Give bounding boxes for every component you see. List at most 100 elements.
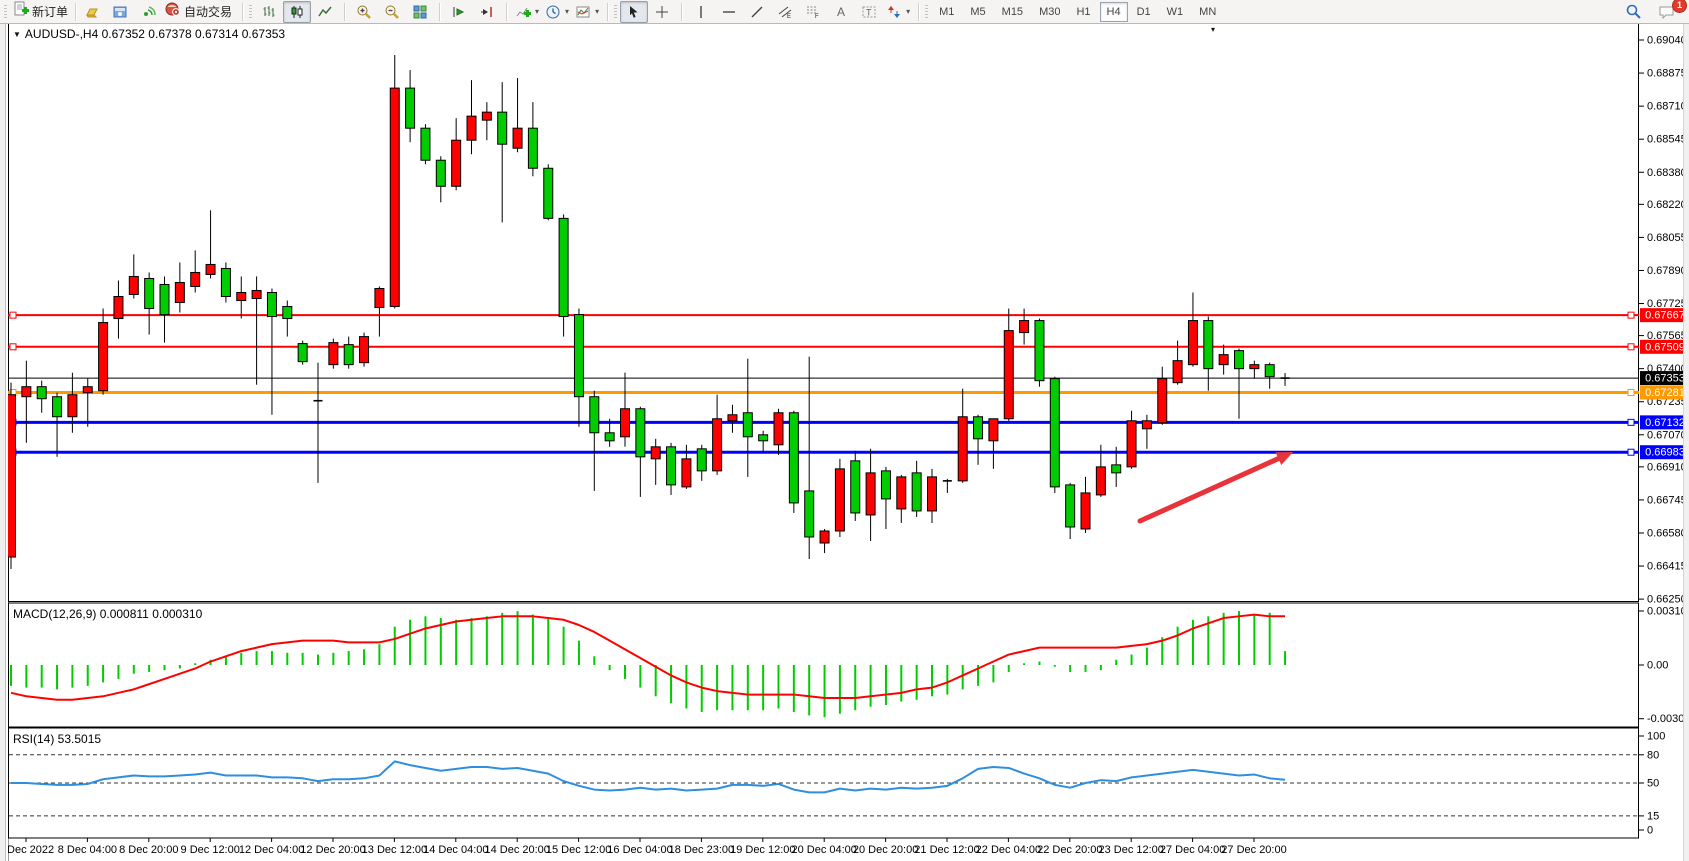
time-axis-label: 22 Dec 04:00 — [976, 844, 1041, 856]
main-toolbar: 新订单 自动交易 — [0, 0, 1689, 24]
collapse-triangle-icon[interactable]: ▼ — [13, 29, 21, 39]
zoom-in-button[interactable] — [350, 1, 378, 23]
line-chart-button[interactable] — [311, 1, 339, 23]
candle-body — [727, 414, 738, 422]
timeframe-h1-button[interactable]: H1 — [1076, 5, 1091, 18]
line-handle[interactable] — [1627, 311, 1635, 319]
timeframe-m15-button[interactable]: M15 — [1001, 5, 1024, 18]
toolbar-grip[interactable] — [4, 4, 7, 19]
arrows-button[interactable]: ▾ — [883, 1, 913, 23]
cursor-button[interactable] — [620, 0, 649, 23]
timeframe-mn-button[interactable]: MN — [1199, 5, 1217, 18]
periods-button[interactable]: ▾ — [542, 1, 572, 23]
line-handle[interactable] — [9, 343, 17, 351]
price-flag — [1640, 371, 1684, 386]
chart-canvas[interactable]: 0.69040 0.68875 0.68710 0.68545 0.68380 0.682… — [8, 23, 1684, 861]
candlestick-chart-button[interactable] — [283, 0, 312, 23]
candle-body — [1234, 350, 1244, 370]
rsi-axis-label: 100 — [1647, 731, 1665, 743]
time-axis-label: 20 Dec 04:00 — [791, 844, 856, 856]
toolbar-grip[interactable] — [249, 4, 253, 19]
text-label-button[interactable]: T — [855, 1, 883, 23]
time-axis-label: 12 Dec 04:00 — [239, 844, 304, 856]
new-order-button[interactable]: 新订单 — [10, 1, 73, 23]
svg-text:F: F — [815, 14, 819, 20]
candle-body — [558, 217, 569, 318]
toolbar-grip[interactable] — [925, 4, 929, 19]
fibonacci-button[interactable]: F — [799, 1, 827, 23]
bar-chart-icon — [263, 5, 275, 17]
chevron-down-icon: ▾ — [565, 7, 570, 16]
zoom-out-button[interactable] — [378, 1, 406, 23]
trend-arrow[interactable] — [1137, 456, 1281, 524]
timeframe-w1-button[interactable]: W1 — [1166, 5, 1184, 18]
toolbar-grip[interactable] — [614, 4, 618, 19]
timeframe-m1-button[interactable]: M1 — [939, 5, 955, 18]
candle-body — [666, 446, 677, 486]
toolbar-group-cursor — [610, 0, 679, 23]
price-tick-label: 0.68875 — [1647, 68, 1684, 80]
candle-body — [834, 468, 845, 532]
chart-window: 0.69040 0.68875 0.68710 0.68545 0.68380 0.682… — [0, 23, 1689, 861]
one-click-marker[interactable]: ▾ — [1211, 25, 1215, 34]
line-handle[interactable] — [1627, 418, 1635, 426]
template-chart-icon — [576, 6, 590, 17]
chart-title-bar[interactable]: ▼ AUDUSD-,H4 0.67352 0.67378 0.67314 0.6… — [13, 27, 285, 41]
trendline-button[interactable] — [743, 1, 771, 23]
search-icon — [1626, 4, 1641, 19]
tile-windows-button[interactable] — [406, 1, 434, 23]
timeframe-m5-button[interactable]: M5 — [970, 5, 986, 18]
timeframe-d1-button[interactable]: D1 — [1136, 5, 1151, 18]
bar-chart-button[interactable] — [255, 1, 283, 23]
svg-text:T: T — [866, 7, 872, 17]
horizontal-line-button[interactable] — [715, 1, 743, 23]
candle-body — [758, 434, 769, 442]
vertical-line-button[interactable] — [687, 1, 715, 23]
signal-button[interactable] — [134, 1, 162, 23]
time-axis-label: 9 Dec 12:00 — [181, 844, 240, 856]
candle-body — [297, 343, 308, 363]
templates-button[interactable]: ▾ — [572, 1, 602, 23]
toolbar-separator — [439, 2, 441, 21]
blue-window-button[interactable] — [106, 1, 134, 23]
toolbar-separator — [681, 2, 683, 21]
indicators-button[interactable]: ▾ — [512, 1, 542, 23]
rsi-label: RSI(14) 53.5015 — [13, 732, 102, 746]
candle-body — [927, 476, 937, 512]
chevron-down-icon: ▾ — [1211, 25, 1216, 34]
line-handle[interactable] — [1627, 343, 1635, 351]
candle-body — [1187, 320, 1198, 366]
candle-body — [773, 412, 784, 446]
timeframe-h4-button[interactable]: H4 — [1099, 1, 1128, 22]
chevron-down-icon: ▾ — [906, 7, 911, 16]
price-tick-label: 0.69040 — [1647, 35, 1684, 47]
auto-scroll-button[interactable] — [445, 1, 473, 23]
line-handle[interactable] — [1627, 448, 1635, 456]
toolbar-separator — [506, 2, 508, 21]
time-axis-label: 27 Dec 04:00 — [1160, 844, 1225, 856]
candle-body — [190, 271, 201, 287]
search-button[interactable] — [1619, 1, 1647, 23]
main-pane-frame — [8, 23, 1639, 602]
chat-button[interactable]: 1 — [1653, 0, 1687, 23]
timeframe-m30-button[interactable]: M30 — [1039, 5, 1061, 18]
svg-text:E: E — [787, 14, 791, 20]
crosshair-button[interactable] — [648, 1, 676, 23]
trend-arrow-head[interactable] — [1275, 452, 1293, 465]
candle-body — [573, 314, 584, 398]
candle-body — [159, 283, 170, 316]
chart-shift-icon — [481, 6, 492, 17]
line-handle[interactable] — [1627, 389, 1635, 397]
auto-trading-label: 自动交易 — [184, 5, 233, 19]
text-button[interactable]: A — [827, 1, 855, 23]
equidistant-channel-button[interactable]: E — [771, 1, 799, 23]
chart-shift-button[interactable] — [473, 1, 501, 23]
price-tick-label: 0.67070 — [1647, 429, 1684, 441]
line-handle[interactable] — [9, 311, 17, 319]
gold-bar-button[interactable] — [78, 1, 106, 23]
candle-body — [266, 292, 277, 318]
toolbar-group-chart-type — [245, 0, 342, 23]
blue-window-icon — [113, 6, 127, 17]
candle-body — [144, 277, 155, 310]
auto-trading-button[interactable]: 自动交易 — [162, 1, 237, 23]
